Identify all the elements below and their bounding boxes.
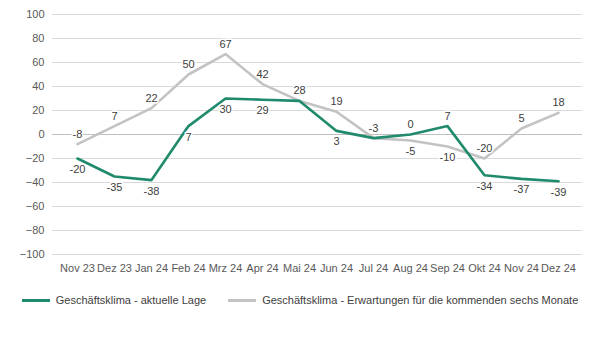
svg-text:−60: −60 [26, 200, 45, 212]
svg-text:Mrz 24: Mrz 24 [209, 262, 243, 274]
svg-text:-10: -10 [440, 151, 456, 163]
svg-text:Mai 24: Mai 24 [283, 262, 316, 274]
svg-text:Dez 24: Dez 24 [541, 262, 576, 274]
svg-text:-37: -37 [514, 183, 530, 195]
svg-text:−40: −40 [26, 176, 45, 188]
svg-text:Jul 24: Jul 24 [359, 262, 388, 274]
svg-text:Jan 24: Jan 24 [135, 262, 168, 274]
svg-text:29: 29 [256, 104, 268, 116]
svg-text:-38: -38 [144, 185, 160, 197]
svg-text:-5: -5 [406, 145, 416, 157]
svg-text:0: 0 [38, 128, 44, 140]
svg-text:20: 20 [32, 104, 44, 116]
svg-text:60: 60 [32, 56, 44, 68]
svg-text:-34: -34 [477, 180, 493, 192]
svg-text:100: 100 [26, 8, 44, 20]
svg-text:-20: -20 [70, 163, 86, 175]
svg-text:30: 30 [219, 103, 231, 115]
svg-text:Sep 24: Sep 24 [430, 262, 465, 274]
svg-text:Nov 24: Nov 24 [504, 262, 539, 274]
svg-text:0: 0 [407, 118, 413, 130]
svg-text:19: 19 [330, 95, 342, 107]
svg-text:7: 7 [111, 110, 117, 122]
svg-text:42: 42 [256, 68, 268, 80]
svg-text:Jun 24: Jun 24 [320, 262, 353, 274]
svg-text:-3: -3 [369, 122, 379, 134]
svg-text:-20: -20 [477, 142, 493, 154]
svg-text:−80: −80 [26, 224, 45, 236]
html-text:Geschäftsklima - aktuelle Lage: Geschäftsklima - aktuelle Lage [55, 294, 207, 306]
svg-text:Okt 24: Okt 24 [468, 262, 500, 274]
svg-text:-8: -8 [73, 128, 83, 140]
svg-text:3: 3 [333, 135, 339, 147]
svg-text:-35: -35 [107, 181, 123, 193]
svg-text:−100: −100 [20, 248, 45, 260]
svg-text:18: 18 [552, 96, 564, 108]
svg-text:Feb 24: Feb 24 [171, 262, 205, 274]
svg-text:Nov 23: Nov 23 [60, 262, 95, 274]
svg-text:40: 40 [32, 80, 44, 92]
svg-text:Aug 24: Aug 24 [393, 262, 428, 274]
svg-text:28: 28 [293, 84, 305, 96]
svg-text:Apr 24: Apr 24 [246, 262, 278, 274]
svg-text:67: 67 [219, 38, 231, 50]
svg-text:22: 22 [145, 92, 157, 104]
svg-text:7: 7 [185, 131, 191, 143]
svg-text:−20: −20 [26, 152, 45, 164]
svg-text:Dez 23: Dez 23 [97, 262, 132, 274]
svg-text:80: 80 [32, 32, 44, 44]
svg-text:7: 7 [444, 110, 450, 122]
svg-text:-39: -39 [551, 186, 567, 198]
html-text:Geschäftsklima - Erwartungen f: Geschäftsklima - Erwartungen für die kom… [262, 294, 579, 306]
svg-text:5: 5 [518, 112, 524, 124]
svg-text:50: 50 [182, 58, 194, 70]
